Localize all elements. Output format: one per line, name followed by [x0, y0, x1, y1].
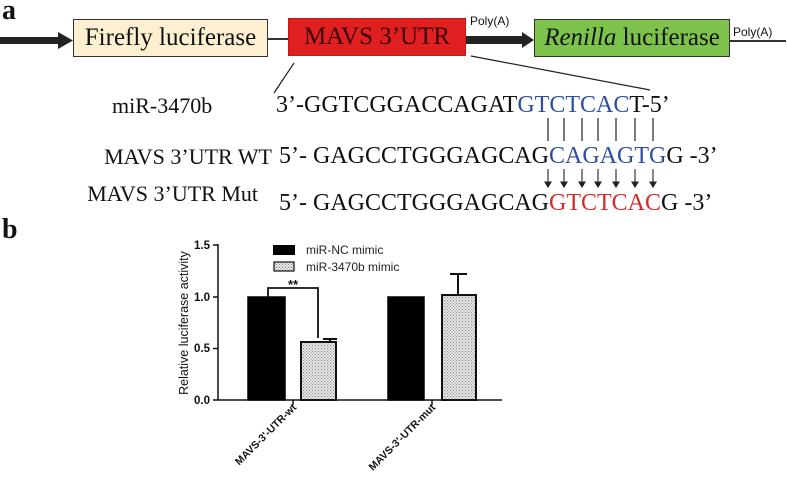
- bar-mut-3470b: [441, 294, 477, 401]
- bar-wt-nc: [247, 296, 286, 401]
- legend-swatch-nc: [273, 245, 295, 255]
- legend-label-nc: miR-NC mimic: [306, 243, 383, 257]
- mavs-3utr-box: MAVS 3’UTR: [288, 18, 466, 56]
- legend-label-3470b: miR-3470b mimic: [306, 260, 399, 274]
- zoom-guide-lines: [273, 55, 651, 94]
- x-category-mut: MAVS-3'-UTR-mut: [367, 401, 439, 473]
- legend-swatch-3470b: [273, 261, 295, 272]
- renilla-luciferase-label: Renilla luciferase: [544, 24, 720, 52]
- y-tick-0: 0.0: [194, 395, 210, 407]
- mut-sequence: 5’- GAGCCTGGGAGCAGGTCTCACG -3’: [279, 191, 712, 215]
- firefly-luciferase-box: Firefly luciferase: [73, 19, 268, 57]
- connector-line: [268, 38, 288, 40]
- mut-seq-suffix: G -3’: [661, 190, 713, 216]
- mut-binding-site: GTCTCAC: [549, 190, 662, 216]
- panel-a-label: a: [2, 0, 16, 26]
- wt-seq-prefix: 5’- GAGCCTGGGAGCAG: [279, 143, 549, 169]
- renilla-italic-label: Renilla: [544, 24, 617, 51]
- bar-wt-3470b: [300, 341, 337, 401]
- firefly-luciferase-label: Firefly luciferase: [84, 24, 257, 51]
- significance-stars: **: [288, 277, 299, 292]
- promoter-arrow-icon: [0, 32, 73, 49]
- mutation-arrows: [544, 169, 657, 189]
- panel-b-label: b: [2, 214, 18, 245]
- wt-label: MAVS 3’UTR WT: [104, 144, 272, 169]
- mirna-seq-prefix: 3’-GGTCGGACCAGAT: [276, 92, 518, 118]
- mirna-seed: GTCTCAC: [517, 92, 630, 118]
- wt-binding-site: CAGAGTG: [549, 143, 667, 169]
- arrow-to-renilla-icon: [466, 32, 534, 48]
- mirna-label: miR-3470b: [112, 93, 213, 118]
- mirna-sequence: 3’-GGTCGGACCAGATGTCTCACT-5’: [276, 93, 670, 117]
- mavs-3utr-label: MAVS 3’UTR: [303, 23, 451, 50]
- y-tick-0-5: 0.5: [194, 343, 211, 355]
- polya-label-2: Poly(A): [733, 25, 773, 39]
- y-axis-title: Relative luciferase activity: [177, 250, 191, 395]
- renilla-rest-label: luciferase: [616, 24, 720, 51]
- polya-tail-line: [730, 40, 786, 42]
- bar-mut-nc: [387, 296, 425, 401]
- wt-seq-suffix: G -3’: [666, 143, 718, 169]
- y-tick-1-5: 1.5: [194, 240, 211, 252]
- mut-seq-prefix: 5’- GAGCCTGGGAGCAG: [279, 190, 549, 216]
- significance-bracket: [267, 287, 319, 338]
- mut-label: MAVS 3’UTR Mut: [87, 181, 258, 206]
- y-tick-1: 1.0: [194, 292, 210, 304]
- polya-label-1: Poly(A): [470, 14, 510, 28]
- renilla-luciferase-box: Renilla luciferase: [534, 19, 730, 57]
- mirna-seq-suffix: T-5’: [629, 92, 670, 118]
- base-pairing-lines: [547, 118, 654, 141]
- wt-sequence: 5’- GAGCCTGGGAGCAGCAGAGTGG -3’: [279, 144, 718, 168]
- x-category-wt: MAVS-3'-UTR-wt: [233, 401, 300, 468]
